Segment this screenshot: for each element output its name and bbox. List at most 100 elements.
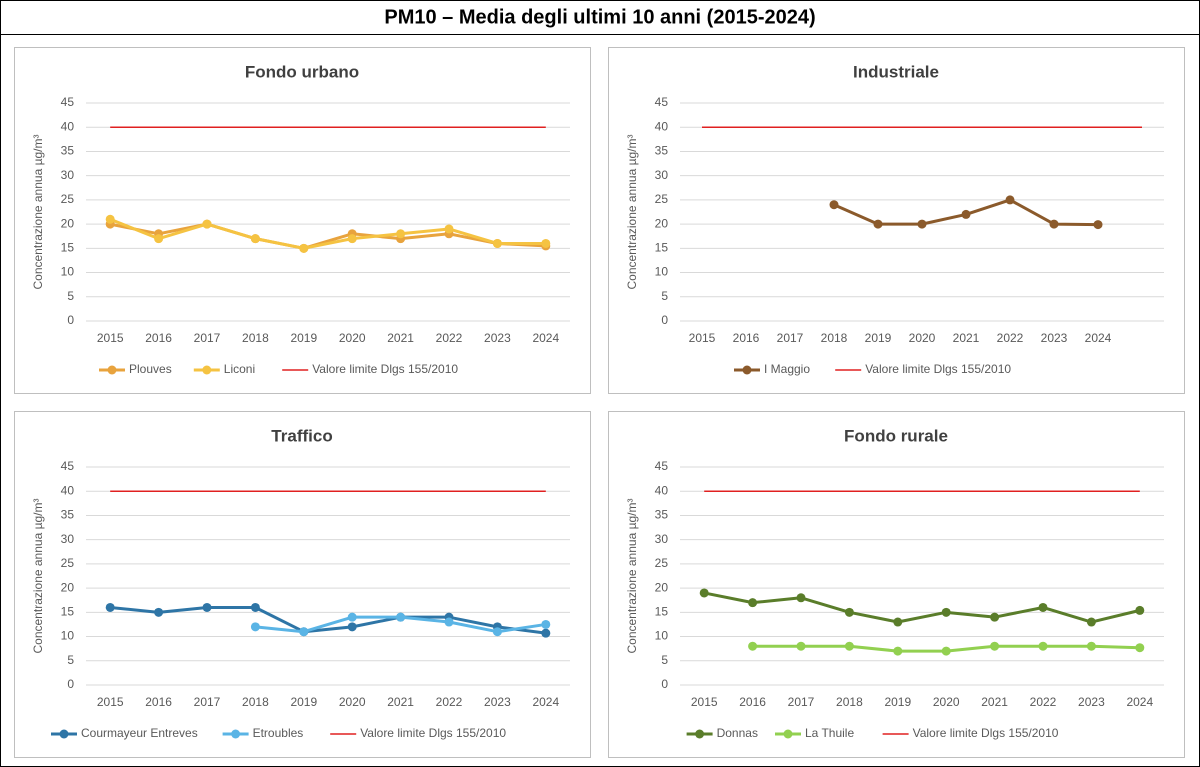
y-tick-label: 20 [61, 580, 75, 594]
data-point [1038, 641, 1048, 651]
data-point [796, 641, 806, 651]
series-line [109, 222, 546, 250]
y-tick-label: 25 [655, 556, 669, 570]
legend-label: Donnas [717, 726, 758, 740]
x-tick-label: 2020 [339, 695, 366, 709]
x-tick-label: 2016 [145, 331, 172, 345]
y-tick-label: 30 [61, 532, 75, 546]
y-tick-label: 5 [67, 289, 74, 303]
chart-panel: Fondo rurale Concentrazione annua µg/m³ 0 5… [608, 411, 1185, 758]
y-tick-label: 5 [661, 289, 668, 303]
y-axis-label: Concentrazione annua µg/m³ [31, 498, 45, 653]
y-tick-label: 45 [655, 459, 669, 473]
y-tick-label: 10 [61, 629, 75, 643]
data-point [250, 602, 260, 612]
x-tick-label: 2016 [739, 695, 766, 709]
data-point [541, 619, 551, 629]
x-tick-label: 2024 [1126, 695, 1153, 709]
legend-marker [783, 729, 793, 739]
y-tick-label: 45 [61, 95, 75, 109]
data-point [202, 602, 212, 612]
y-tick-label: 0 [661, 313, 668, 327]
x-tick-label: 2024 [1085, 331, 1112, 345]
legend-marker [59, 729, 69, 739]
y-axis-label: Concentrazione annua µg/m³ [625, 498, 639, 653]
chart-title: Fondo urbano [245, 62, 359, 81]
y-tick-label: 45 [61, 459, 75, 473]
data-point [844, 607, 854, 617]
chart-panel: Traffico Concentrazione annua µg/m³ 0 5 10 15… [14, 411, 591, 758]
data-point [699, 588, 709, 598]
x-tick-label: 2021 [387, 331, 414, 345]
data-point [1135, 605, 1145, 615]
legend-label: Courmayeur Entreves [81, 726, 198, 740]
data-point [105, 214, 115, 224]
legend-label: Valore limite Dlgs 155/2010 [312, 362, 458, 376]
x-tick-label: 2022 [1030, 695, 1057, 709]
x-tick-label: 2022 [436, 331, 463, 345]
data-point [444, 224, 454, 234]
data-point [154, 234, 164, 244]
y-tick-label: 0 [67, 677, 74, 691]
y-tick-label: 15 [61, 605, 75, 619]
x-tick-label: 2019 [290, 695, 317, 709]
panel-border [14, 411, 591, 758]
chart-panel: Fondo urbano Concentrazione annua µg/m³ 0 5… [14, 47, 591, 394]
main-title: PM10 – Media degli ultimi 10 anni (2015-… [384, 6, 815, 28]
x-tick-label: 2023 [1078, 695, 1105, 709]
data-point [990, 612, 1000, 622]
y-tick-label: 30 [655, 532, 669, 546]
data-point [1135, 643, 1145, 653]
legend-marker [202, 365, 212, 375]
chart-title: Traffico [271, 426, 332, 445]
x-tick-label: 2017 [777, 331, 804, 345]
y-tick-label: 5 [67, 653, 74, 667]
y-tick-label: 25 [61, 556, 75, 570]
y-tick-label: 20 [61, 216, 75, 230]
data-point [893, 646, 903, 656]
y-tick-label: 10 [655, 629, 669, 643]
data-point [893, 617, 903, 627]
x-tick-label: 2015 [97, 331, 124, 345]
legend-label: Valore limite Dlgs 155/2010 [913, 726, 1059, 740]
data-point [250, 234, 260, 244]
chart-panel: Industriale Concentrazione annua µg/m³ 0 5 1… [608, 47, 1185, 394]
series-line [110, 605, 546, 635]
data-point [1086, 617, 1096, 627]
y-tick-label: 35 [61, 144, 75, 158]
y-tick-label: 20 [655, 216, 669, 230]
data-point [347, 622, 357, 632]
y-tick-label: 0 [661, 677, 668, 691]
data-point [941, 646, 951, 656]
data-point [1086, 641, 1096, 651]
legend-marker [742, 365, 752, 375]
data-point [917, 219, 927, 229]
data-point [105, 602, 115, 612]
x-tick-label: 2017 [788, 695, 815, 709]
y-tick-label: 40 [61, 483, 75, 497]
x-tick-label: 2017 [194, 695, 221, 709]
y-axis-label: Concentrazione annua µg/m³ [625, 134, 639, 289]
legend-label: Plouves [129, 362, 172, 376]
y-tick-label: 40 [655, 483, 669, 497]
data-point [748, 598, 758, 608]
data-point [396, 612, 406, 622]
y-axis-label: Concentrazione annua µg/m³ [31, 134, 45, 289]
y-tick-label: 25 [655, 192, 669, 206]
data-point [1049, 219, 1059, 229]
data-point [299, 627, 309, 637]
legend-label: I Maggio [764, 362, 810, 376]
x-tick-label: 2015 [97, 695, 124, 709]
x-tick-label: 2022 [436, 695, 463, 709]
x-tick-label: 2022 [997, 331, 1024, 345]
x-tick-label: 2018 [242, 331, 269, 345]
y-tick-label: 15 [655, 605, 669, 619]
panel-border [608, 47, 1185, 394]
y-tick-label: 40 [61, 119, 75, 133]
data-point [347, 612, 357, 622]
series-line [703, 591, 1141, 624]
panel-border [608, 411, 1185, 758]
legend-marker [695, 729, 705, 739]
x-tick-label: 2016 [733, 331, 760, 345]
